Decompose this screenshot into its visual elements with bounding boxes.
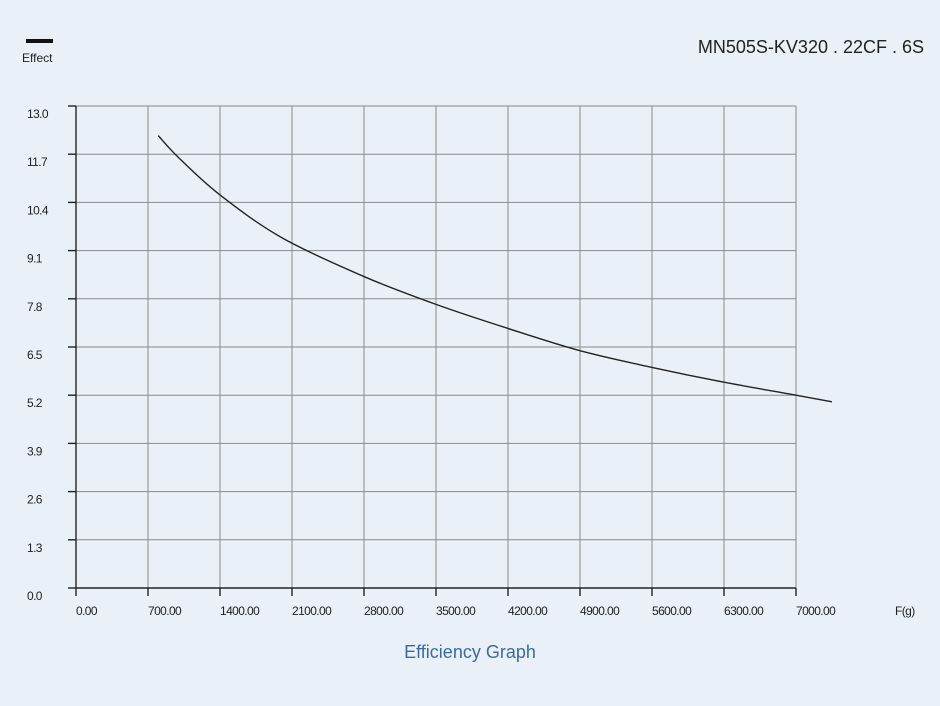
y-tick-label: 1.3 xyxy=(27,541,43,555)
x-tick-label: 4900.00 xyxy=(580,604,620,618)
x-tick-label: 6300.00 xyxy=(724,604,764,618)
y-tick-label: 9.1 xyxy=(27,252,43,266)
legend-label: Effect xyxy=(22,51,53,65)
chart-title: MN505S-KV320 . 22CF . 6S xyxy=(698,37,924,57)
y-tick-label: 0.0 xyxy=(27,589,43,603)
y-tick-label: 10.4 xyxy=(27,203,49,217)
x-tick-label: 0.00 xyxy=(76,604,98,618)
x-tick-label: 3500.00 xyxy=(436,604,476,618)
x-tick-label: 2800.00 xyxy=(364,604,404,618)
grid-lines xyxy=(76,105,797,588)
x-tick-label: 7000.00 xyxy=(796,604,836,618)
x-axis-ticks: 0.00 700.00 1400.00 2100.00 2800.00 3500.00 42… xyxy=(75,588,837,618)
y-axis-ticks: 0.0 1.3 2.6 3.9 5.2 6.5 7.8 9.1 10.4 11.7 13.0 xyxy=(27,105,76,603)
y-tick-label: 3.9 xyxy=(27,444,43,458)
x-tick-label: 700.00 xyxy=(148,604,182,618)
x-tick-label: 2100.00 xyxy=(292,604,332,618)
legend-swatch xyxy=(26,39,53,43)
x-tick-label: 4200.00 xyxy=(508,604,548,618)
chart-caption: Efficiency Graph xyxy=(404,642,536,662)
x-tick-label: 1400.00 xyxy=(220,604,260,618)
x-axis-label: F(g) xyxy=(895,604,915,618)
series-line-effect xyxy=(157,135,833,403)
y-tick-label: 6.5 xyxy=(27,348,43,362)
series-layer xyxy=(157,135,833,403)
y-tick-label: 13.0 xyxy=(27,107,49,121)
y-tick-label: 11.7 xyxy=(27,155,48,169)
y-tick-label: 7.8 xyxy=(27,300,43,314)
y-tick-label: 5.2 xyxy=(27,396,43,410)
y-tick-label: 2.6 xyxy=(27,493,43,507)
x-tick-label: 5600.00 xyxy=(652,604,692,618)
